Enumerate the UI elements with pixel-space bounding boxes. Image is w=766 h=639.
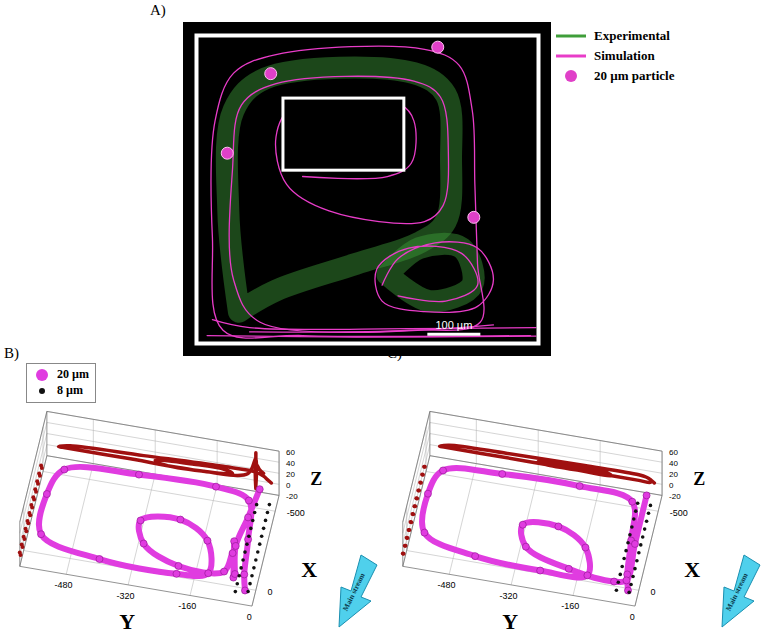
svg-text:-160: -160 [178,601,196,611]
svg-text:Main stream: Main stream [341,571,367,612]
svg-text:-20: -20 [669,492,681,501]
svg-text:X: X [301,557,317,582]
svg-text:Z: Z [693,469,705,489]
svg-text:40: 40 [669,459,678,468]
html-text:C): C) [387,345,402,361]
svg-text:60: 60 [669,448,678,457]
html-text:Experimental: Experimental [594,28,670,43]
svg-text:60: 60 [286,448,295,457]
svg-text:0: 0 [286,481,291,490]
svg-text:-160: -160 [561,601,579,611]
svg-text:-480: -480 [55,580,73,590]
svg-text:Y: Y [119,609,135,634]
html-text:20 µm particle: 20 µm particle [594,68,675,83]
svg-text:X: X [684,557,700,582]
svg-text:100 µm: 100 µm [435,319,472,331]
svg-text:20: 20 [286,470,295,479]
svg-text:0: 0 [267,587,272,597]
svg-text:0: 0 [669,481,674,490]
svg-text:0: 0 [630,612,635,622]
svg-text:-480: -480 [438,580,456,590]
svg-text:-500: -500 [670,508,688,518]
html-text:8 µm: 8 µm [57,383,83,397]
svg-text:Z: Z [310,469,322,489]
svg-text:0: 0 [650,587,655,597]
svg-text:Main stream: Main stream [724,571,750,612]
svg-text:-500: -500 [287,508,305,518]
svg-text:20: 20 [669,470,678,479]
svg-text:-20: -20 [286,492,298,501]
html-text:Simulation: Simulation [594,48,655,63]
html-text:B): B) [4,345,19,361]
svg-text:-320: -320 [499,591,517,601]
svg-text:Y: Y [502,609,518,634]
svg-text:0: 0 [247,612,252,622]
svg-text:-320: -320 [116,591,134,601]
html-text:20 µm: 20 µm [57,367,89,381]
html-text:A): A) [150,2,166,18]
svg-text:40: 40 [286,459,295,468]
